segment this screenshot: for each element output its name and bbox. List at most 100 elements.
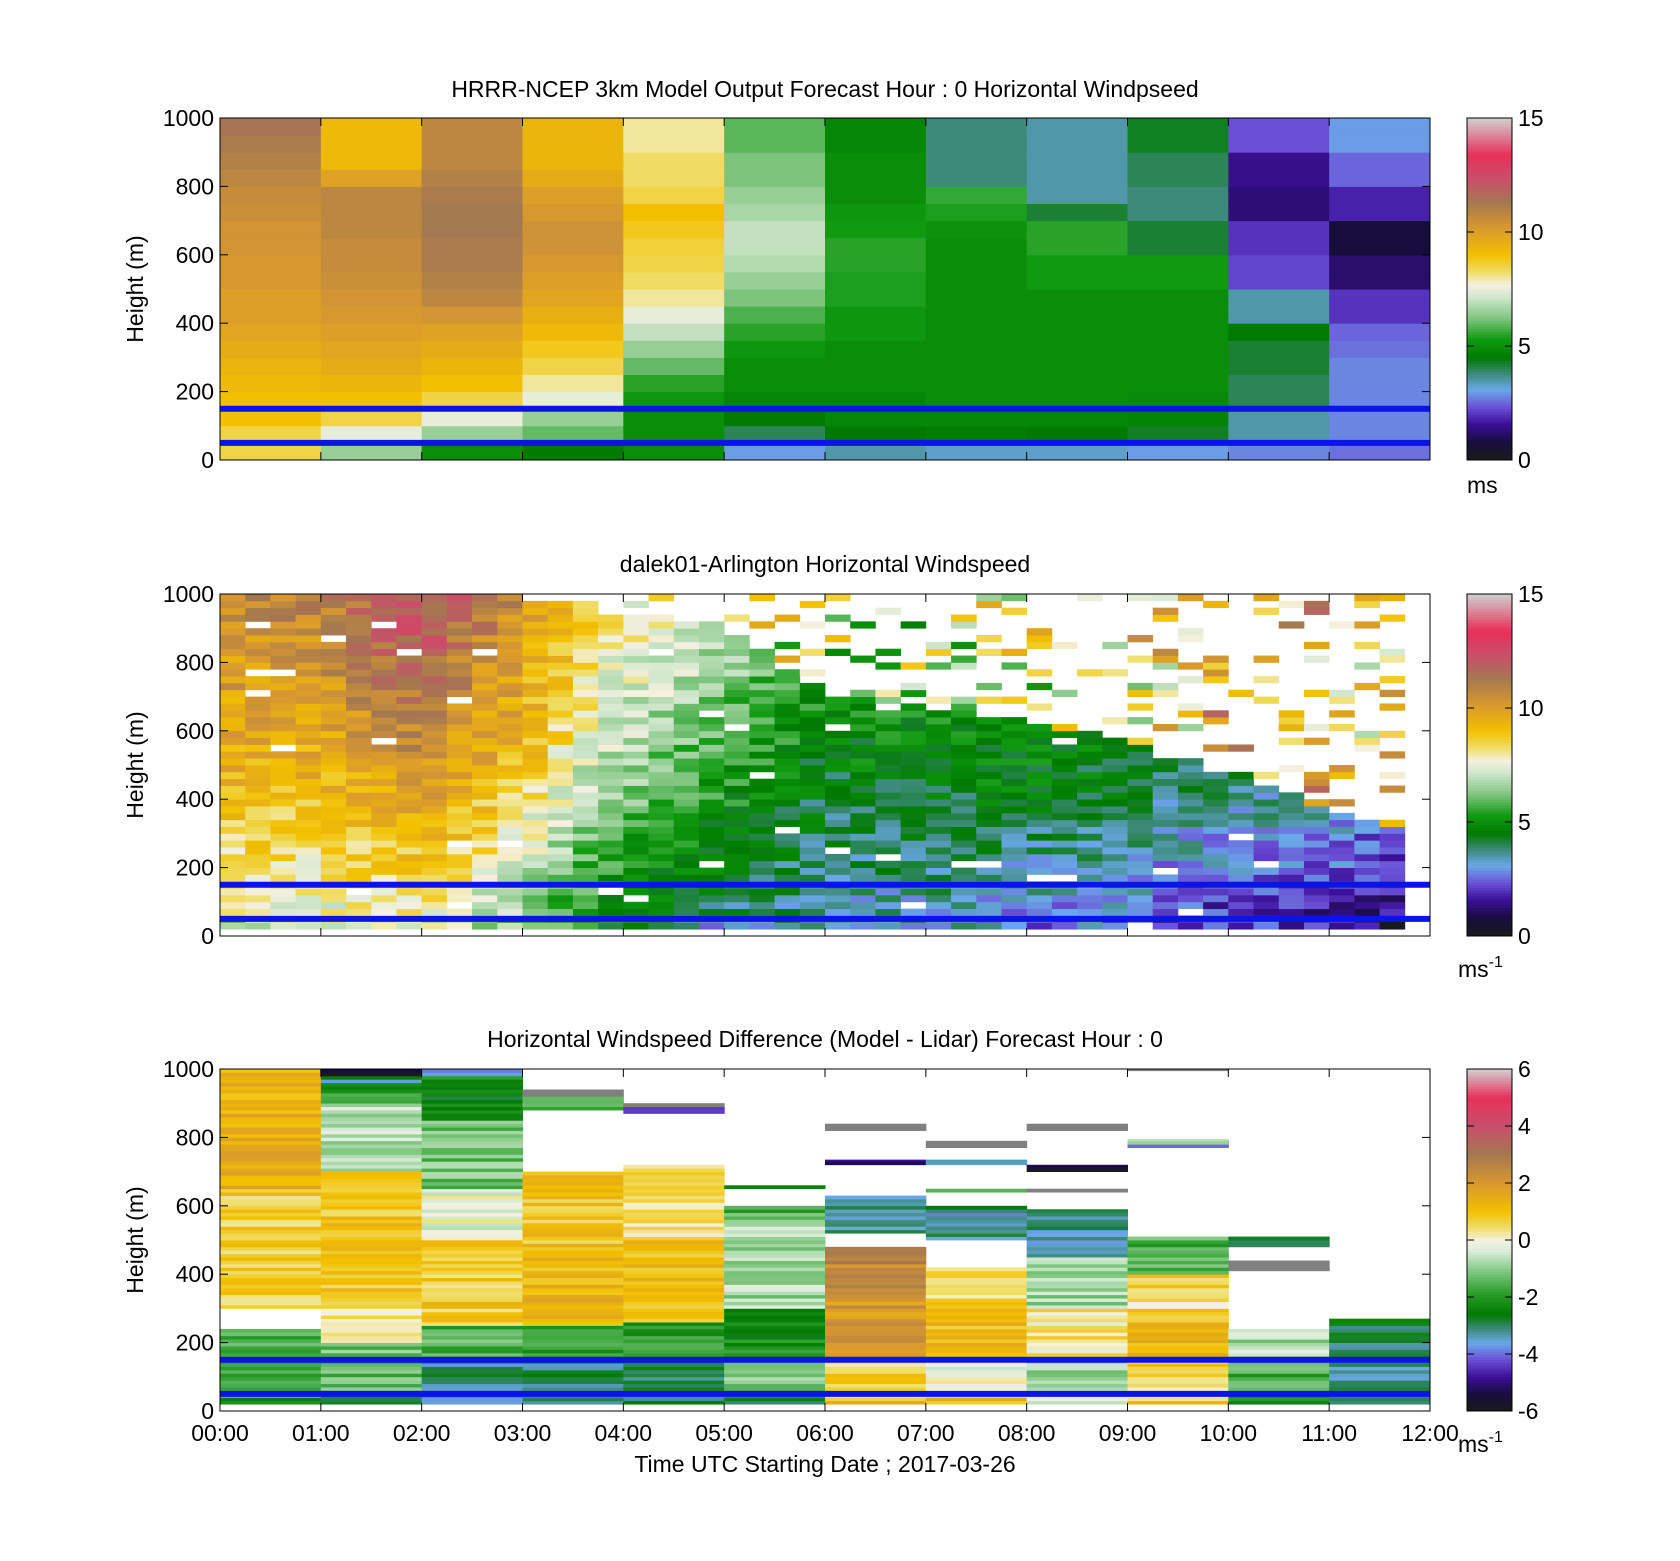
colorbar-swatch [1467, 1362, 1512, 1366]
heatmap-cell [1127, 357, 1229, 375]
heatmap-cell [295, 662, 322, 670]
colorbar-swatch [1467, 1408, 1512, 1412]
heatmap-cell [421, 922, 448, 930]
heatmap-cell [1177, 703, 1204, 711]
heatmap-cell [295, 826, 322, 834]
heatmap-cell [522, 833, 549, 841]
heatmap-cell [673, 812, 700, 821]
heatmap-cell [598, 717, 624, 725]
heatmap-cell [522, 1332, 624, 1337]
heatmap-cell [673, 771, 700, 780]
heatmap-cell [522, 1236, 624, 1241]
heatmap-cell [472, 635, 498, 643]
heatmap-cell [925, 1352, 1028, 1357]
heatmap-cell [1152, 792, 1179, 800]
heatmap-cell [925, 1387, 1028, 1391]
heatmap-cell [1026, 1123, 1128, 1128]
heatmap-cell [1127, 203, 1229, 222]
heatmap-cell [320, 860, 347, 868]
heatmap-cell [320, 1277, 423, 1282]
heatmap-cell [220, 853, 246, 862]
heatmap-cell [421, 1099, 523, 1104]
colorbar-swatch [1467, 1228, 1512, 1232]
heatmap-cell [320, 135, 423, 153]
heatmap-cell [724, 1373, 826, 1378]
heatmap-cell [1127, 1366, 1229, 1371]
heatmap-cell [547, 901, 574, 910]
heatmap-cell [1177, 765, 1204, 773]
heatmap-cell [320, 1072, 423, 1077]
heatmap-cell [220, 1267, 322, 1272]
heatmap-cell [220, 860, 246, 868]
heatmap-cell [1026, 1339, 1128, 1343]
heatmap-cell [648, 703, 675, 711]
heatmap-cell [1253, 594, 1280, 602]
heatmap-cell [320, 220, 423, 239]
heatmap-cell [875, 607, 902, 615]
colorbar-swatch [1467, 916, 1512, 920]
heatmap-cell [547, 922, 574, 930]
heatmap-cell [371, 765, 397, 773]
y-tick-label: 0 [201, 923, 214, 949]
heatmap-cell [1329, 1380, 1430, 1385]
heatmap-cell [220, 1298, 322, 1302]
heatmap-cell [421, 1291, 523, 1296]
heatmap-cell [1127, 391, 1229, 410]
x-axis-label: Time UTC Starting Date ; 2017-03-26 [634, 1451, 1015, 1477]
heatmap-cell [1379, 594, 1406, 602]
heatmap-cell [220, 1205, 322, 1210]
heatmap-cell [522, 1222, 624, 1227]
heatmap-cell [1026, 1267, 1128, 1272]
heatmap-cell [1077, 758, 1103, 766]
heatmap-cell [724, 1281, 826, 1285]
heatmap-cell [1026, 771, 1053, 780]
colorbar-swatch [1467, 1194, 1512, 1198]
colorbar-swatch [1467, 126, 1512, 130]
heatmap-cell [1026, 186, 1128, 204]
heatmap-cell [1228, 860, 1254, 868]
heatmap-cell [245, 628, 271, 636]
heatmap-cell [1228, 1236, 1330, 1241]
heatmap-cell [749, 860, 775, 868]
heatmap-cell [547, 867, 574, 875]
heatmap-cell [371, 600, 397, 609]
heatmap-cell [421, 1270, 523, 1275]
heatmap-cell [724, 812, 750, 821]
colorbar-swatch [1467, 266, 1512, 270]
heatmap-cell [220, 635, 246, 643]
colorbar-tick-label: 6 [1518, 1056, 1531, 1082]
colorbar-swatch [1467, 277, 1512, 281]
heatmap-cell [497, 723, 523, 732]
heatmap-cell [220, 1133, 322, 1138]
heatmap-cell [245, 778, 271, 786]
heatmap-cell [320, 833, 347, 841]
heatmap-cell [976, 901, 1002, 910]
heatmap-cell [799, 621, 826, 629]
heatmap-cell [522, 1175, 624, 1179]
heatmap-cell [1127, 1335, 1229, 1340]
heatmap-cell [572, 635, 599, 643]
heatmap-cell [1026, 641, 1053, 650]
heatmap-cell [1203, 600, 1229, 609]
colorbar-swatch [1467, 1339, 1512, 1344]
heatmap-cell [1127, 1240, 1229, 1244]
heatmap-cell [1152, 874, 1179, 882]
heatmap-cell [220, 1346, 322, 1350]
heatmap-cell [724, 806, 750, 814]
heatmap-cell [799, 703, 826, 711]
heatmap-cell [320, 1161, 423, 1166]
heatmap-cell [1026, 340, 1128, 358]
heatmap-cell [1303, 655, 1330, 663]
heatmap-cell [749, 922, 775, 930]
heatmap-cell [220, 391, 322, 410]
colorbar-swatch [1467, 1197, 1512, 1201]
heatmap-cell [320, 1089, 423, 1094]
heatmap-cell [623, 860, 649, 868]
heatmap-cell [270, 765, 297, 773]
heatmap-cell [623, 792, 649, 800]
heatmap-cell [623, 1308, 725, 1313]
heatmap-cell [1253, 867, 1280, 875]
heatmap-cell [320, 799, 347, 807]
x-tick-label: 00:00 [191, 1420, 249, 1446]
heatmap-cell [346, 778, 372, 786]
